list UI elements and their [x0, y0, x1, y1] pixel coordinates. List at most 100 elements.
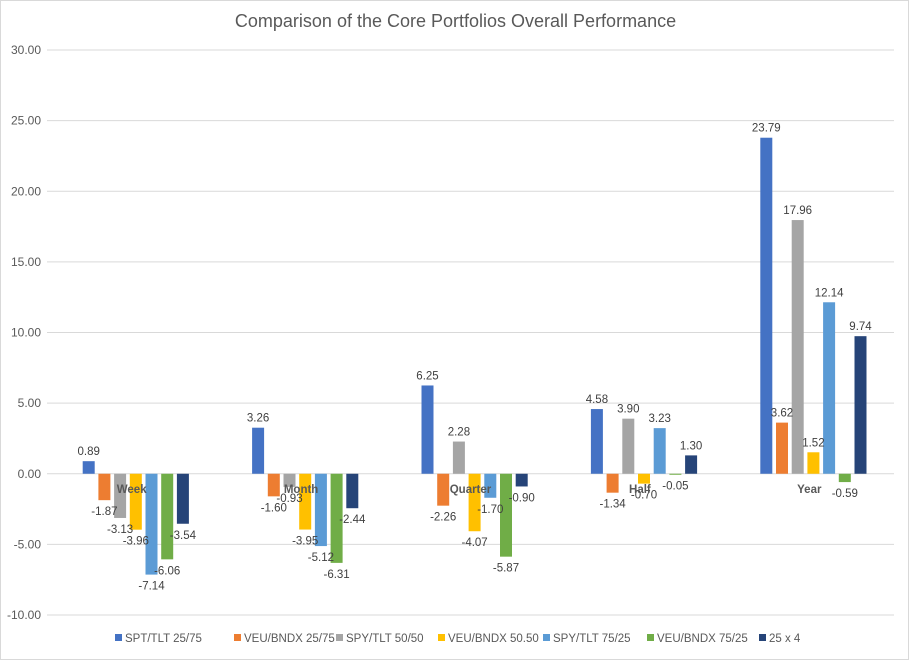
- data-label: 3.23: [649, 413, 671, 425]
- bar: [129, 473, 142, 530]
- data-label: -3.13: [107, 524, 133, 536]
- legend-label: SPT/TLT 25/75: [125, 633, 202, 645]
- category-label: Quarter: [450, 484, 492, 496]
- data-label: -1.34: [599, 499, 626, 511]
- legend-swatch: [438, 634, 445, 641]
- legend-label: SPY/TLT 75/25: [553, 633, 631, 645]
- bar: [760, 137, 773, 474]
- bar: [314, 473, 327, 547]
- data-label: 9.74: [849, 321, 872, 333]
- bar: [114, 473, 127, 518]
- y-axis: 30.00 25.00 20.00 15.00 10.00 5.00 0.00 -5.00 -1…: [7, 43, 41, 622]
- legend-label: VEU/BNDX 75/25: [657, 633, 748, 645]
- data-label: -0.93: [276, 493, 302, 505]
- bar: [807, 452, 820, 474]
- data-label: 12.14: [815, 287, 844, 299]
- legend-label: SPY/TLT 50/50: [346, 633, 424, 645]
- data-label: -0.05: [662, 480, 688, 492]
- bars: [82, 137, 867, 575]
- data-label: -6.31: [323, 569, 349, 581]
- data-label: 1.52: [802, 437, 824, 449]
- category-label: Year: [797, 484, 822, 496]
- data-label: -0.59: [832, 488, 858, 500]
- y-tick-label: -10.00: [7, 608, 41, 622]
- data-label: -1.60: [261, 502, 287, 514]
- y-tick-label: 20.00: [11, 184, 41, 198]
- data-label: 3.62: [771, 408, 793, 420]
- data-label: 3.26: [247, 413, 269, 425]
- data-label: 0.89: [78, 446, 100, 458]
- category-labels: Week Month Quarter Half Year: [117, 484, 822, 496]
- data-label: -2.44: [339, 514, 366, 526]
- data-label: -0.70: [631, 490, 657, 502]
- bar: [346, 473, 359, 509]
- bar: [638, 473, 650, 484]
- bar: [299, 473, 312, 530]
- data-label: -3.54: [170, 530, 197, 542]
- data-label: -6.06: [154, 565, 180, 577]
- bar: [145, 473, 158, 575]
- data-label: 17.96: [783, 205, 812, 217]
- bar: [82, 461, 95, 474]
- bar: [161, 473, 174, 560]
- y-tick-label: -5.00: [14, 537, 42, 551]
- category-label: Half: [629, 484, 651, 496]
- legend-label: VEU/BNDX 50.50: [448, 633, 539, 645]
- bar: [421, 385, 434, 474]
- legend-swatch: [543, 634, 550, 641]
- bar: [791, 220, 804, 474]
- category-label: Week: [117, 484, 147, 496]
- data-label: -3.95: [292, 536, 318, 548]
- bar: [267, 473, 280, 497]
- data-labels: 0.89 3.26 6.25 4.58 23.79 -1.87 -1.60 -2.26 -1.3…: [78, 123, 873, 593]
- data-label: -5.87: [493, 563, 519, 575]
- bar: [283, 473, 296, 487]
- bar: [854, 336, 867, 474]
- legend-swatch: [115, 634, 122, 641]
- data-label: -4.07: [461, 537, 487, 549]
- legend-swatch: [759, 634, 766, 641]
- bar: [685, 455, 698, 474]
- data-label: -2.26: [430, 512, 456, 524]
- y-tick-label: 15.00: [11, 255, 41, 269]
- bar: [252, 427, 265, 474]
- data-label: -1.87: [91, 506, 117, 518]
- data-label: 4.58: [586, 394, 608, 406]
- bar: [500, 473, 512, 557]
- bar: [776, 422, 788, 474]
- data-label: -1.70: [477, 504, 503, 516]
- legend-swatch: [234, 634, 241, 641]
- bar: [484, 473, 497, 498]
- legend-label: 25 x 4: [769, 633, 801, 645]
- bar: [590, 409, 603, 474]
- legend-swatch: [336, 634, 343, 641]
- bar: [452, 441, 465, 474]
- bar: [330, 473, 343, 563]
- bar: [468, 473, 481, 532]
- legend-label: VEU/BNDX 25/75: [244, 633, 335, 645]
- gridlines: [47, 49, 894, 616]
- category-label: Month: [284, 484, 318, 496]
- legend-swatch: [647, 634, 654, 641]
- bar: [98, 473, 111, 501]
- legend: SPT/TLT 25/75 VEU/BNDX 25/75 SPY/TLT 50/50…: [115, 633, 801, 645]
- bar: [669, 473, 682, 475]
- data-label: -0.90: [509, 492, 535, 504]
- y-tick-label: 10.00: [11, 326, 41, 340]
- y-tick-label: 25.00: [11, 114, 41, 128]
- bar: [176, 473, 189, 524]
- bar: [823, 302, 836, 474]
- data-label: -5.12: [308, 552, 334, 564]
- chart-title: Comparison of the Core Portfolios Overal…: [234, 11, 677, 31]
- data-label: -7.14: [138, 581, 165, 593]
- y-tick-label: 5.00: [18, 396, 42, 410]
- data-label: 3.90: [617, 404, 639, 416]
- bar: [653, 428, 666, 474]
- bar: [437, 473, 450, 506]
- data-label: 2.28: [448, 427, 470, 439]
- bar: [838, 473, 851, 483]
- data-label: 6.25: [416, 370, 438, 382]
- bar: [515, 473, 528, 487]
